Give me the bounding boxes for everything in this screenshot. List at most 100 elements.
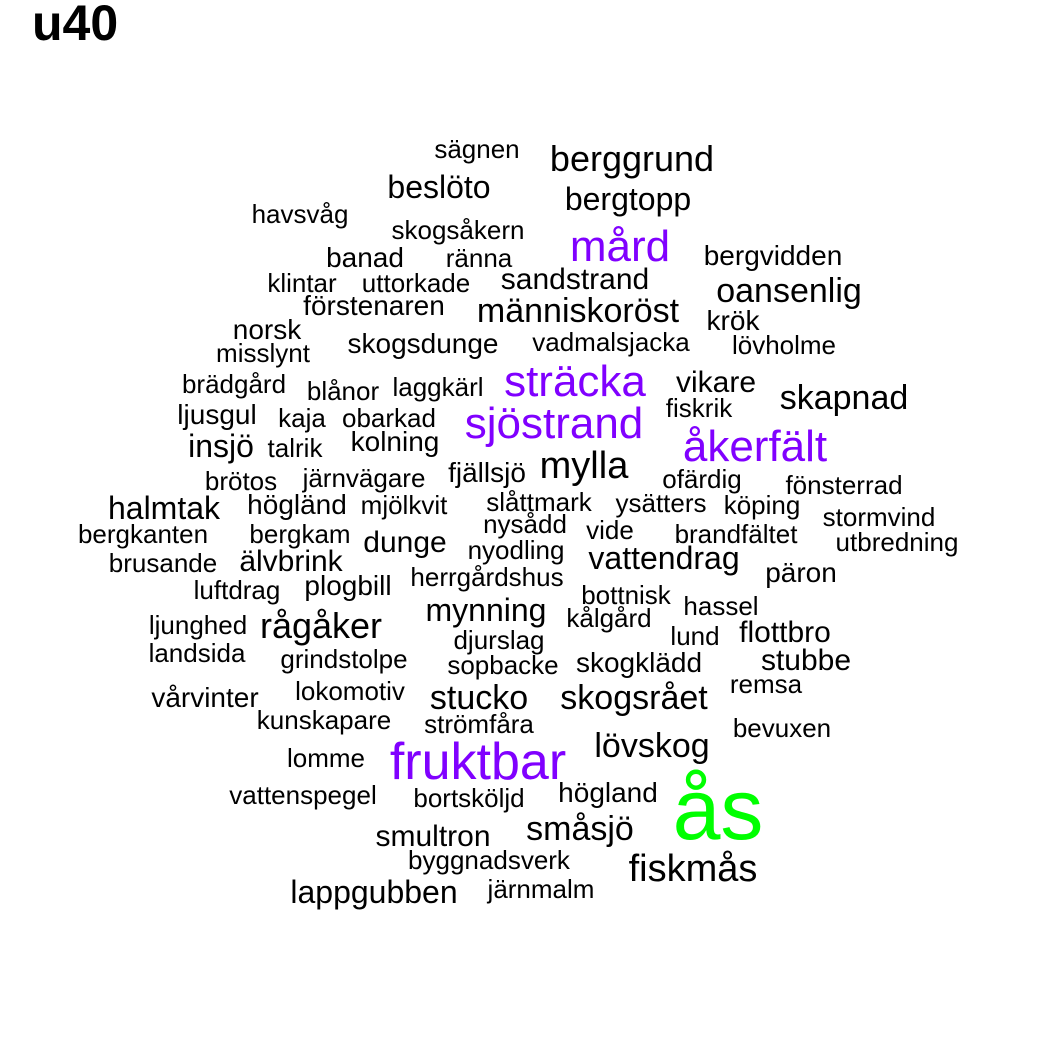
cloud-word: högland: [558, 777, 658, 808]
cloud-word: nyodling: [467, 535, 565, 565]
cloud-word: uttorkade: [361, 268, 471, 298]
cloud-word: bergkam: [249, 519, 351, 549]
cloud-word: hassel: [683, 591, 759, 621]
cloud-word: mylla: [539, 445, 629, 487]
cloud-word: skapnad: [779, 379, 909, 417]
cloud-word: smultron: [375, 820, 491, 853]
cloud-word: insjö: [188, 428, 254, 464]
cloud-word: remsa: [729, 669, 803, 699]
cloud-word: småsjö: [526, 810, 634, 848]
cloud-word: fjällsjö: [448, 457, 526, 488]
cloud-word: åkerfält: [682, 422, 828, 471]
cloud-word: skogsrået: [560, 679, 708, 717]
cloud-word: fiskmås: [628, 848, 758, 890]
cloud-word: vikare: [675, 366, 757, 399]
cloud-word: stormvind: [822, 502, 936, 532]
cloud-word: bergtopp: [564, 181, 692, 217]
cloud-word: stucko: [429, 679, 529, 717]
cloud-word: järnmalm: [487, 874, 595, 904]
cloud-word: förstenaren: [303, 290, 445, 321]
cloud-word: laggkärl: [392, 372, 484, 402]
cloud-word: rågåker: [259, 605, 383, 646]
cloud-word: byggnadsverk: [408, 845, 570, 875]
cloud-word: halmtak: [107, 490, 221, 526]
cloud-word: sjöstrand: [464, 399, 644, 448]
cloud-word: grindstolpe: [280, 644, 408, 674]
cloud-word: slåttmark: [486, 487, 592, 517]
cloud-word: norsk: [232, 314, 302, 345]
cloud-word: utbredning: [835, 527, 959, 557]
cloud-word: mynning: [425, 592, 547, 628]
cloud-word: djurslag: [453, 625, 545, 655]
cloud-word: stubbe: [760, 644, 852, 677]
cloud-word: vadmalsjacka: [532, 327, 690, 357]
cloud-word: brusande: [108, 548, 218, 578]
cloud-word: dunge: [363, 526, 447, 559]
cloud-word: mård: [569, 222, 671, 271]
cloud-word: älvbrink: [239, 545, 343, 578]
cloud-word: kolning: [350, 426, 440, 457]
cloud-word: misslynt: [216, 338, 310, 368]
cloud-word: vårvinter: [151, 682, 259, 713]
cloud-word: landsida: [148, 638, 246, 668]
cloud-word: lövskog: [594, 727, 710, 765]
cloud-word: lomme: [286, 743, 366, 773]
cloud-word: bevuxen: [732, 713, 832, 743]
cloud-word: lappgubben: [290, 874, 458, 910]
cloud-word: vattendrag: [588, 540, 740, 576]
cloud-word: obarkad: [342, 403, 436, 433]
cloud-word: krök: [706, 305, 760, 336]
cloud-word: bergkanten: [77, 519, 209, 549]
cloud-word: lokomotiv: [295, 676, 405, 706]
page-title: u40: [32, 0, 119, 51]
cloud-word: havsvåg: [251, 199, 349, 229]
cloud-word: skogsdunge: [347, 328, 499, 359]
cloud-word: kålgård: [566, 603, 652, 633]
cloud-word: herrgårdshus: [410, 562, 564, 592]
cloud-word: människoröst: [476, 292, 680, 330]
cloud-word: järnvägare: [302, 463, 426, 493]
cloud-word: ofärdig: [662, 464, 742, 494]
cloud-word: ysätters: [615, 488, 707, 518]
cloud-word: sägnen: [434, 134, 520, 164]
cloud-word: skogklädd: [575, 647, 703, 678]
cloud-word: päron: [765, 557, 837, 588]
cloud-word: blånor: [306, 376, 380, 406]
cloud-word: flottbro: [739, 616, 831, 649]
cloud-word: kaja: [278, 403, 326, 433]
cloud-word: berggrund: [549, 138, 715, 179]
cloud-word: högländ: [247, 489, 347, 520]
cloud-word: vide: [586, 515, 634, 545]
cloud-word: ränna: [445, 243, 513, 273]
cloud-word: sträcka: [504, 357, 646, 406]
cloud-word: brötos: [204, 466, 278, 496]
cloud-word: brädgård: [181, 369, 287, 399]
cloud-word: lövholme: [731, 330, 837, 360]
cloud-word: nysådd: [483, 509, 567, 539]
cloud-word: luftdrag: [193, 575, 281, 605]
cloud-word: talrik: [267, 433, 323, 463]
cloud-word: fiskrik: [665, 393, 733, 423]
cloud-word: vattenspegel: [229, 780, 377, 810]
cloud-word: bergvidden: [703, 240, 843, 271]
cloud-word: oansenlig: [716, 272, 862, 310]
cloud-word: bortsköljd: [413, 783, 525, 813]
cloud-word: ås: [672, 762, 764, 858]
cloud-word: plogbill: [304, 570, 392, 601]
cloud-word: köping: [723, 490, 801, 520]
cloud-word: brandfältet: [674, 519, 798, 549]
cloud-word: fönsterrad: [785, 470, 903, 500]
cloud-word: sopbacke: [447, 650, 559, 680]
cloud-word: bottnisk: [581, 580, 671, 610]
cloud-word: fruktbar: [389, 733, 567, 791]
cloud-word: mjölkvit: [360, 490, 448, 520]
cloud-word: beslöto: [387, 169, 491, 205]
cloud-word: banad: [326, 242, 404, 273]
cloud-word: klintar: [267, 268, 337, 298]
cloud-word: kunskapare: [256, 705, 392, 735]
cloud-word: strömfåra: [424, 709, 534, 739]
cloud-word: skogsåkern: [391, 215, 525, 245]
cloud-word: lund: [670, 621, 720, 651]
cloud-word: sandstrand: [500, 263, 650, 296]
